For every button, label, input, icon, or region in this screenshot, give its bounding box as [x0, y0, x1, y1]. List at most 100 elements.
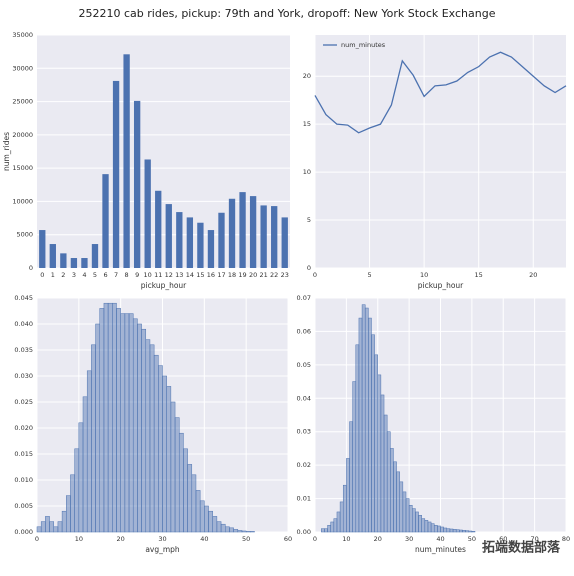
x-tick-label: 0 — [313, 271, 317, 279]
x-tick-label: 10 — [342, 535, 350, 543]
x-tick-label: 40 — [436, 535, 444, 543]
x-tick-label: 15 — [196, 271, 204, 279]
bar — [281, 217, 288, 268]
bar — [123, 54, 130, 269]
histogram-bar — [383, 414, 388, 533]
histogram-bar — [321, 528, 325, 533]
bar — [176, 212, 183, 268]
histogram-bar — [116, 308, 121, 533]
histogram-bar — [393, 461, 397, 533]
x-tick-label: 17 — [217, 271, 225, 279]
y-tick-label: 0.025 — [14, 398, 33, 406]
x-tick-label: 8 — [125, 271, 129, 279]
y-tick-label: 0.020 — [14, 424, 33, 432]
x-tick-label: 50 — [468, 535, 476, 543]
bar — [197, 222, 204, 268]
histogram-bar — [437, 525, 441, 533]
x-tick-label: 20 — [374, 535, 382, 543]
x-tick-label: 9 — [135, 271, 139, 279]
histogram-bar — [405, 498, 410, 533]
histogram-bar — [74, 448, 80, 533]
histogram-bar — [91, 344, 96, 533]
x-tick-label: 20 — [529, 271, 537, 279]
y-tick-label: 0.000 — [14, 528, 33, 536]
x-tick-label: 10 — [420, 271, 428, 279]
x-tick-label: 60 — [284, 535, 292, 543]
y-tick-label: 0.045 — [14, 294, 33, 302]
histogram-bar — [208, 510, 213, 533]
bar — [218, 212, 225, 268]
y-tick-label: 0.00 — [297, 528, 311, 536]
bar — [165, 204, 172, 268]
watermark: 拓端数据部落 — [482, 540, 561, 556]
histogram-bar — [166, 386, 172, 533]
histogram-bar — [355, 344, 360, 533]
histogram-bar — [153, 354, 159, 533]
bar — [155, 190, 162, 268]
histogram-bar — [459, 529, 463, 533]
histogram-bar — [352, 381, 357, 533]
histogram-bar — [170, 401, 176, 533]
bar — [249, 196, 257, 268]
histogram-bar — [229, 527, 234, 533]
x-tick-label: 0 — [35, 535, 39, 543]
histogram-bar — [86, 370, 92, 533]
y-tick-label: 5 — [307, 216, 311, 224]
bar — [133, 100, 141, 268]
histogram-bar — [245, 531, 251, 533]
bar — [144, 159, 151, 268]
histogram-bar — [212, 516, 218, 533]
x-tick-label: 19 — [238, 271, 246, 279]
histogram-bar — [452, 529, 457, 533]
histogram-bar — [462, 530, 466, 533]
histogram-bar — [174, 417, 180, 533]
histogram-bar — [183, 448, 188, 533]
x-tick-label: 70 — [530, 535, 538, 543]
x-tick-label: 11 — [154, 271, 162, 279]
histogram-bar — [415, 511, 419, 533]
histogram-bar — [421, 518, 426, 533]
histogram-bar — [408, 505, 413, 533]
histogram-bar — [443, 527, 448, 533]
x-axis-label: num_minutes — [415, 545, 466, 554]
histogram-bar — [195, 490, 201, 533]
histogram-bar — [216, 521, 222, 533]
x-tick-label: 50 — [242, 535, 250, 543]
histogram-bar — [358, 317, 363, 533]
histogram-bar — [57, 521, 63, 533]
plot-area — [37, 35, 290, 268]
bar — [39, 230, 46, 268]
y-tick-label: 0.035 — [14, 346, 33, 354]
histogram-bar — [386, 431, 391, 533]
histogram-bar — [368, 317, 372, 533]
y-tick-label: 0.03 — [297, 428, 311, 436]
x-tick-label: 12 — [165, 271, 173, 279]
bar — [271, 206, 278, 268]
histogram-bar — [187, 464, 193, 533]
histogram-bar — [241, 530, 247, 533]
x-axis-label: pickup_hour — [418, 281, 464, 290]
x-tick-label: 4 — [82, 271, 86, 279]
x-tick-label: 3 — [72, 271, 76, 279]
x-tick-label: 21 — [260, 271, 268, 279]
bar — [49, 244, 56, 268]
x-tick-label: 5 — [93, 271, 97, 279]
histogram-bar — [346, 458, 350, 533]
histogram-bar — [430, 523, 435, 533]
y-tick-label: 0.040 — [14, 320, 33, 328]
histogram-bar — [380, 394, 385, 533]
x-tick-label: 60 — [499, 535, 507, 543]
x-tick-label: 40 — [200, 535, 208, 543]
y-tick-label: 20 — [303, 72, 311, 80]
histogram-bar — [327, 525, 331, 533]
bar — [60, 253, 67, 268]
y-tick-label: 15000 — [12, 164, 33, 172]
histogram-bar — [99, 308, 105, 533]
bar — [260, 205, 267, 268]
histogram-bar — [330, 521, 335, 533]
histogram-bar — [225, 526, 230, 533]
histogram-bar — [339, 501, 344, 533]
histogram-bar — [471, 531, 476, 533]
histogram-bar — [112, 302, 117, 533]
histogram-bar — [204, 505, 209, 533]
